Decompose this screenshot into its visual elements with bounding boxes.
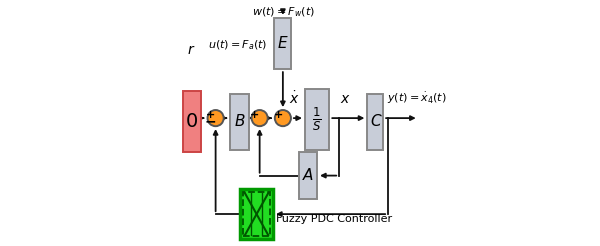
Text: $\dot{x}$: $\dot{x}$ — [289, 90, 300, 107]
Text: C: C — [370, 114, 380, 129]
Circle shape — [251, 110, 268, 126]
Text: $x$: $x$ — [340, 92, 350, 106]
Bar — [274, 18, 292, 69]
Text: $u(t)=F_a(t)$: $u(t)=F_a(t)$ — [208, 38, 268, 51]
Text: +: + — [206, 110, 215, 120]
Text: $w(t)=F_w(t)$: $w(t)=F_w(t)$ — [252, 5, 315, 18]
Bar — [243, 192, 270, 236]
Bar — [240, 189, 273, 239]
Text: A: A — [303, 168, 313, 183]
Circle shape — [208, 110, 224, 126]
Text: $y(t)=\dot{x}_4(t)$: $y(t)=\dot{x}_4(t)$ — [387, 91, 446, 106]
Bar — [230, 94, 248, 150]
Bar — [299, 152, 317, 199]
Bar — [305, 89, 329, 150]
Text: $r$: $r$ — [187, 43, 196, 57]
Text: +: + — [250, 110, 259, 120]
Bar — [182, 91, 201, 152]
Text: $\frac{1}{S}$: $\frac{1}{S}$ — [313, 106, 322, 133]
Bar — [367, 94, 383, 150]
Text: E: E — [278, 36, 287, 51]
Text: −: − — [205, 115, 217, 129]
Circle shape — [275, 110, 291, 126]
Text: B: B — [234, 114, 245, 129]
Text: +: + — [274, 110, 283, 120]
Text: Fuzzy PDC Controller: Fuzzy PDC Controller — [275, 214, 392, 224]
Text: 0: 0 — [185, 112, 198, 131]
